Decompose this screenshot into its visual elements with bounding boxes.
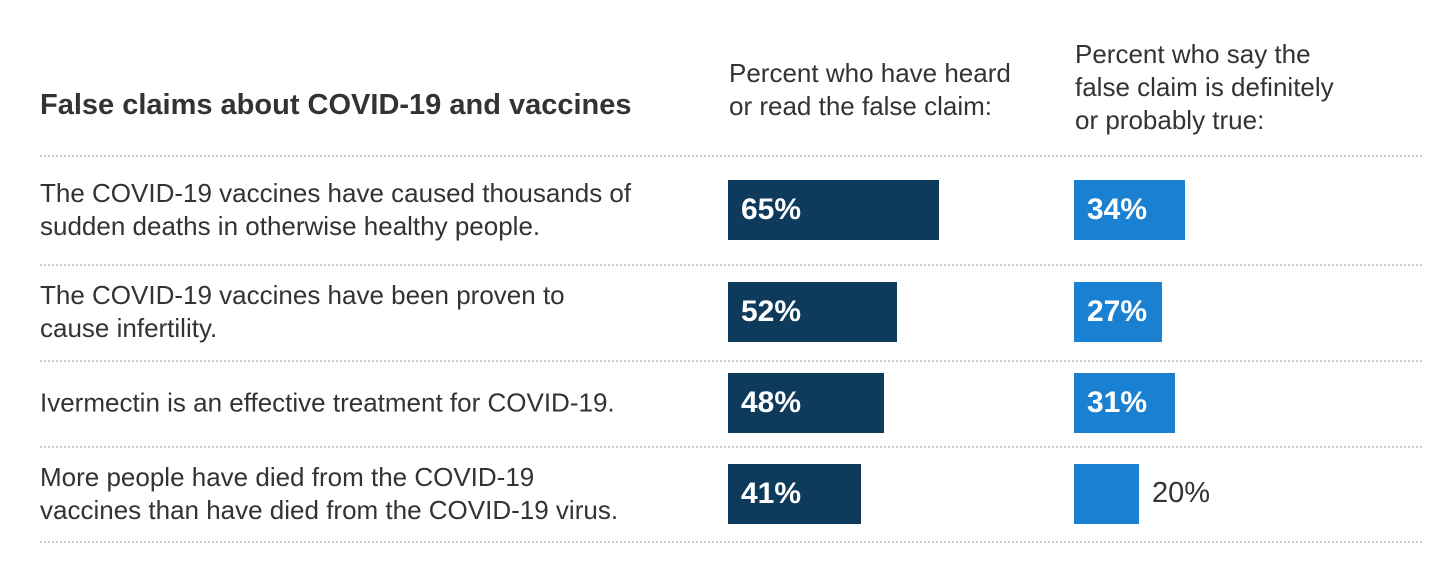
bar-value-label: 52%: [741, 295, 802, 328]
bar-value-label: 31%: [1087, 386, 1148, 419]
heard-bar-cell: 41%: [728, 463, 861, 524]
column-header-heard: Percent who have heard or read the false…: [729, 58, 1011, 121]
heard-bar-cell: 48%: [728, 373, 884, 433]
believe-bar-cell: 31%: [1074, 373, 1175, 433]
believe-bar: 31%: [1074, 373, 1175, 433]
believe-bar-cell: 20%: [1074, 463, 1211, 524]
believe-bar: 34%: [1074, 179, 1185, 240]
bar-value-label: 48%: [741, 386, 802, 419]
heard-bar: 65%: [728, 179, 939, 240]
heard-bar: 52%: [728, 282, 897, 342]
bar-value-label: 27%: [1087, 295, 1148, 328]
bar-value-label: 34%: [1087, 192, 1148, 226]
bar-value-label: 20%: [1152, 477, 1211, 509]
table-row: Ivermectin is an effective treatment for…: [0, 360, 1430, 446]
table-row: The COVID-19 vaccines have caused thousa…: [0, 155, 1430, 264]
claim-text: The COVID-19 vaccines have caused thousa…: [40, 177, 632, 241]
believe-bar: 27%: [1074, 282, 1162, 342]
heard-bar-cell: 52%: [728, 282, 897, 342]
claim-text: Ivermectin is an effective treatment for…: [40, 387, 615, 418]
believe-bar: [1074, 463, 1139, 524]
bar-value-label: 65%: [741, 192, 802, 226]
claim-text: The COVID-19 vaccines have been proven t…: [40, 280, 565, 343]
table-row: More people have died from the COVID-19 …: [0, 446, 1430, 541]
bottom-separator: [40, 541, 1422, 543]
column-header-believe: Percent who say the false claim is defin…: [1075, 39, 1334, 135]
heard-bar-cell: 65%: [728, 179, 939, 240]
believe-bar-cell: 27%: [1074, 282, 1162, 342]
table-row: The COVID-19 vaccines have been proven t…: [0, 264, 1430, 360]
page-title: False claims about COVID-19 and vaccines: [40, 89, 632, 121]
believe-bar-cell: 34%: [1074, 179, 1185, 240]
bar-value-label: 41%: [741, 476, 802, 510]
claim-text: More people have died from the COVID-19 …: [40, 461, 619, 525]
heard-bar: 48%: [728, 373, 884, 433]
heard-bar: 41%: [728, 463, 861, 524]
